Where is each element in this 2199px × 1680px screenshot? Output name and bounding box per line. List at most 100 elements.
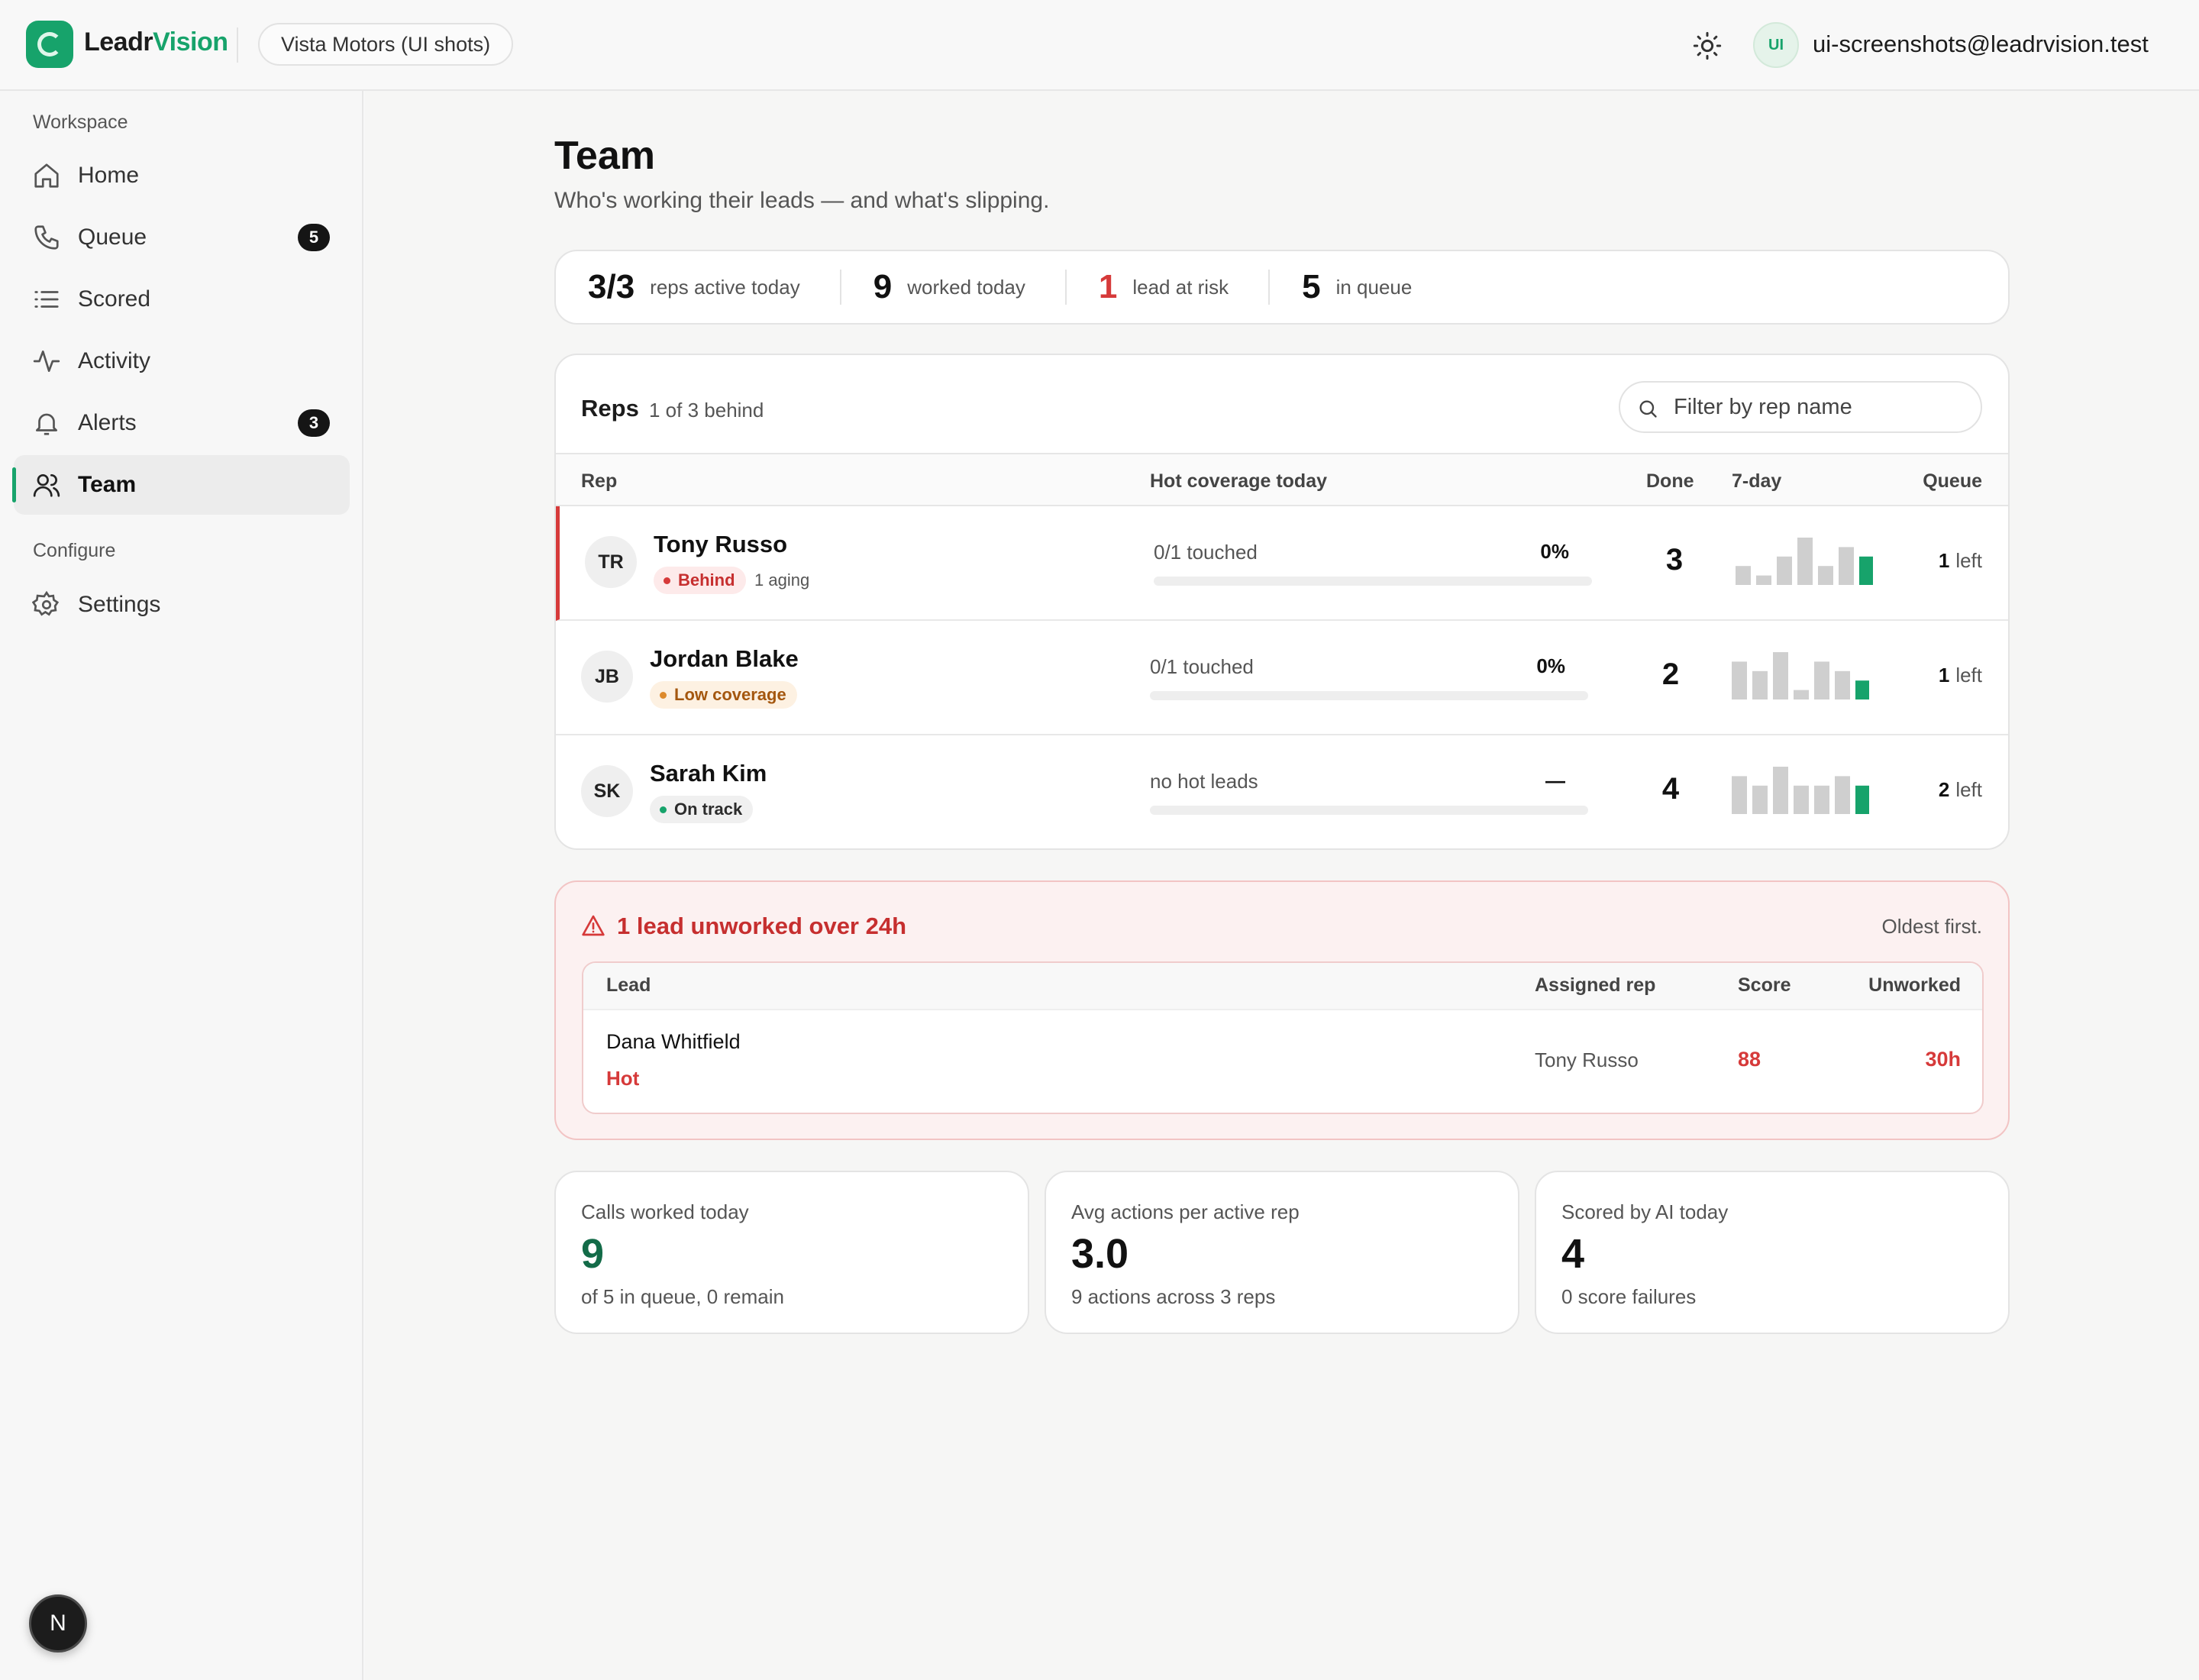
sparkline-bar (1814, 661, 1829, 699)
stat-value: 4 (1561, 1231, 1585, 1277)
column-header-queue[interactable]: Queue (1923, 470, 1982, 492)
section-label-configure: Configure (33, 540, 116, 561)
sidebar-item-home[interactable]: Home (14, 146, 350, 205)
summary-at-risk: 1 lead at risk (1067, 268, 1271, 305)
seven-day-sparkline (1732, 767, 1869, 814)
sparkline-bar (1777, 556, 1792, 585)
column-header-done[interactable]: Done (1646, 470, 1694, 492)
queue-count: 1 (1938, 549, 1950, 572)
reps-title: Reps (581, 395, 639, 422)
rep-filter-input[interactable]: Filter by rep name (1619, 381, 1982, 433)
column-header-rep[interactable]: Rep (581, 470, 618, 492)
sidebar-item-label: Scored (78, 286, 151, 312)
aging-count: 1 aging (754, 570, 810, 590)
sidebar-item-activity[interactable]: Activity (14, 331, 350, 391)
queue-label: left (1955, 664, 1982, 687)
rep-name[interactable]: Sarah Kim (650, 760, 767, 787)
queue-label: left (1955, 778, 1982, 801)
brand-name[interactable]: LeadrVision (84, 27, 228, 57)
sparkline-bar (1756, 575, 1771, 585)
table-header: Rep Hot coverage today Done 7-day Queue (556, 453, 2008, 506)
seven-day-sparkline (1732, 652, 1869, 699)
summary-value: 5 (1302, 268, 1321, 305)
stat-card-calls-worked: Calls worked today 9 of 5 in queue, 0 re… (554, 1171, 1029, 1334)
done-count: 2 (1661, 657, 1680, 691)
rep-name[interactable]: Tony Russo (654, 531, 788, 557)
status-badge: On track (650, 796, 754, 823)
seven-day-sparkline (1736, 538, 1873, 585)
sidebar-item-label: Queue (78, 225, 147, 250)
queue-label: left (1955, 549, 1982, 572)
reps-subtitle: 1 of 3 behind (649, 399, 764, 422)
sidebar-item-label: Home (78, 163, 140, 188)
top-bar: LeadrVision Vista Motors (UI shots) UI u… (0, 0, 2199, 91)
lead-name[interactable]: Dana Whitfield (606, 1030, 741, 1053)
stat-detail: 0 score failures (1561, 1285, 1697, 1308)
column-header-trend[interactable]: 7-day (1732, 470, 1782, 492)
sidebar: Workspace Home Queue 5 Scored Activity A… (0, 91, 363, 1680)
user-email[interactable]: ui-screenshots@leadrvision.test (1813, 31, 2149, 57)
sparkline-bar (1835, 670, 1850, 699)
sidebar-item-label: Team (78, 472, 137, 497)
user-avatar[interactable]: UI (1753, 22, 1799, 68)
unworked-title: 1 lead unworked over 24h (617, 913, 907, 939)
stat-card-ai-scored: Scored by AI today 4 0 score failures (1535, 1171, 2010, 1334)
sparkline-bar (1732, 661, 1747, 699)
done-count: 3 (1665, 543, 1684, 577)
summary-value: 1 (1098, 268, 1118, 305)
workspace-switcher[interactable]: Vista Motors (UI shots) (258, 23, 514, 66)
status-badge: Low coverage (650, 681, 797, 709)
queue-count: 1 (1938, 664, 1950, 687)
alerts-count-badge: 3 (298, 409, 330, 437)
section-label-workspace: Workspace (33, 111, 128, 133)
summary-label: in queue (1335, 275, 1413, 299)
unworked-sort-note: Oldest first. (1881, 915, 1982, 938)
sparkline-bar (1835, 776, 1850, 814)
reps-card: Reps 1 of 3 behind Filter by rep name Re… (554, 354, 2010, 850)
summary-label: worked today (907, 275, 1025, 299)
dev-tools-button[interactable]: N (29, 1594, 87, 1653)
sidebar-item-label: Settings (78, 592, 161, 617)
sparkline-bar (1814, 785, 1829, 814)
sidebar-item-label: Activity (78, 348, 151, 373)
lead-score: 88 (1738, 1048, 1761, 1071)
coverage-label: no hot leads (1150, 770, 1258, 793)
sun-icon[interactable] (1692, 31, 1723, 61)
table-row[interactable]: TR Tony Russo Behind 1 aging 0/1 touched… (556, 506, 2008, 621)
stat-value: 9 (581, 1231, 605, 1277)
unworked-duration: 30h (1925, 1048, 1961, 1071)
avatar: SK (581, 765, 633, 817)
table-row[interactable]: JB Jordan Blake Low coverage 0/1 touched… (556, 621, 2008, 735)
summary-value: 3/3 (588, 268, 635, 305)
logo-icon[interactable] (26, 21, 73, 68)
sidebar-item-team[interactable]: Team (12, 455, 350, 515)
summary-label: lead at risk (1132, 275, 1229, 299)
sidebar-item-queue[interactable]: Queue 5 (14, 208, 350, 267)
sidebar-item-scored[interactable]: Scored (14, 270, 350, 329)
sidebar-item-alerts[interactable]: Alerts 3 (14, 393, 350, 453)
bell-icon (35, 413, 58, 435)
sparkline-bar (1773, 767, 1788, 814)
summary-queue: 5 in queue (1270, 268, 1451, 305)
avatar: JB (581, 651, 633, 703)
sparkline-bar (1732, 776, 1747, 814)
warning-icon (582, 915, 605, 936)
sparkline-bar (1752, 785, 1768, 814)
summary-reps-active: 3/3 reps active today (556, 268, 841, 305)
status-badge: Behind (654, 567, 746, 594)
coverage-label: 0/1 touched (1150, 655, 1254, 678)
sparkline-bar (1855, 680, 1869, 699)
coverage-label: 0/1 touched (1154, 541, 1258, 564)
brand-part-1: Leadr (84, 27, 153, 57)
done-count: 4 (1661, 772, 1680, 806)
rep-name[interactable]: Jordan Blake (650, 645, 799, 672)
table-row[interactable]: SK Sarah Kim On track no hot leads — 4 2… (556, 735, 2008, 848)
stat-detail: 9 actions across 3 reps (1071, 1285, 1276, 1308)
summary-strip: 3/3 reps active today 9 worked today 1 l… (554, 250, 2010, 325)
table-header: Lead Assigned rep Score Unworked (583, 963, 1982, 1010)
sparkline-bar (1794, 785, 1809, 814)
sidebar-item-settings[interactable]: Settings (14, 575, 350, 635)
sparkline-bar (1797, 538, 1813, 585)
column-header-coverage[interactable]: Hot coverage today (1150, 470, 1328, 492)
column-header-lead: Lead (606, 974, 651, 996)
